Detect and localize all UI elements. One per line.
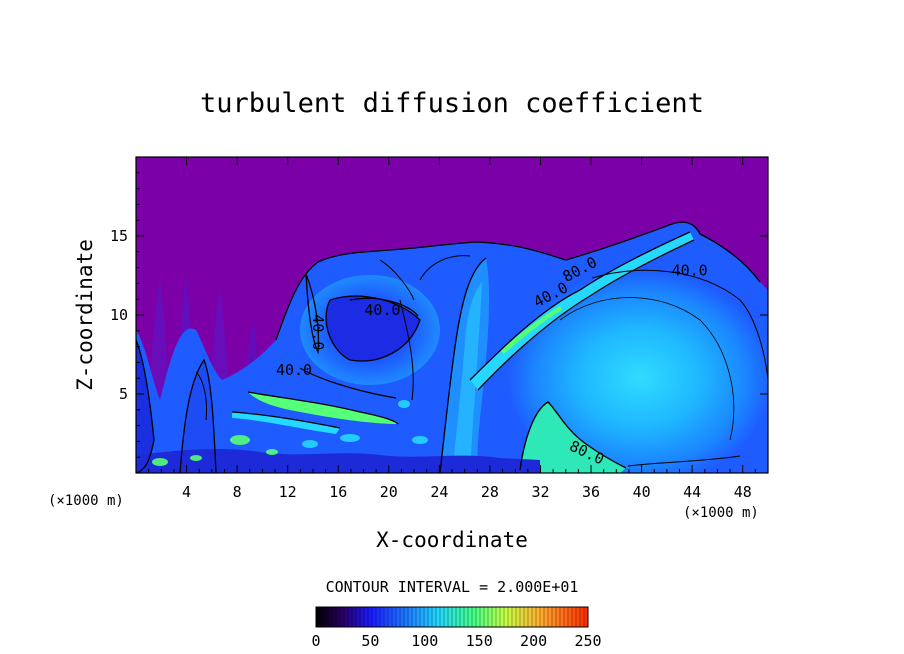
x-tick-label: 8 (233, 483, 242, 501)
colorbar-tick-label: 100 (411, 632, 438, 650)
x-tick-label: 40 (633, 483, 651, 501)
right-eddy (508, 270, 768, 473)
y-tick-label: 5 (119, 385, 128, 403)
colorbar-tick-label: 50 (361, 632, 379, 650)
x-tick-label: 20 (380, 483, 398, 501)
y-tick-label: 15 (110, 227, 128, 245)
contour-label: 40.0 (276, 361, 312, 379)
x-axis-unit-left: (×1000 m) (48, 493, 124, 509)
lower-green-patch (520, 402, 626, 473)
y-axis-label: Z-coordinate (73, 239, 97, 391)
y-axis: 5 10 15 (110, 172, 768, 458)
colorbar-tick-label: 0 (311, 632, 320, 650)
contour-label: 40.0 (364, 301, 400, 319)
x-tick-label: 36 (582, 483, 600, 501)
x-axis: 4 8 12 16 20 24 28 32 36 40 44 48 (148, 157, 756, 501)
x-tick-label: 44 (683, 483, 701, 501)
x-tick-label: 16 (329, 483, 347, 501)
contour-interval-label: CONTOUR INTERVAL = 2.000E+01 (326, 578, 579, 596)
x-tick-label: 32 (531, 483, 549, 501)
x-tick-label: 12 (279, 483, 297, 501)
x-tick-label: 48 (734, 483, 752, 501)
plot-area: 40.040.040.040.040.080.080.0 (136, 157, 768, 473)
x-axis-unit-right: (×1000 m) (683, 505, 759, 521)
contour-label: 40.0 (309, 314, 327, 350)
colorbar-ticks: 0 50 100 150 200 250 (311, 632, 601, 650)
chart-title: turbulent diffusion coefficient (200, 88, 704, 119)
left-towers (136, 340, 216, 473)
contour-lines (136, 221, 768, 473)
colorbar-tick-label: 200 (520, 632, 547, 650)
x-axis-label: X-coordinate (376, 528, 528, 552)
y-tick-label: 10 (110, 306, 128, 324)
colorbar-tick-label: 150 (466, 632, 493, 650)
colorbar-stripes (319, 607, 585, 627)
colorbar-tick-label: 250 (574, 632, 601, 650)
x-tick-label: 24 (430, 483, 448, 501)
green-lens (248, 392, 398, 424)
contour-label: 40.0 (672, 262, 708, 280)
x-tick-label: 4 (182, 483, 191, 501)
x-tick-label: 28 (481, 483, 499, 501)
colorbar: 0 50 100 150 200 250 (311, 606, 602, 650)
